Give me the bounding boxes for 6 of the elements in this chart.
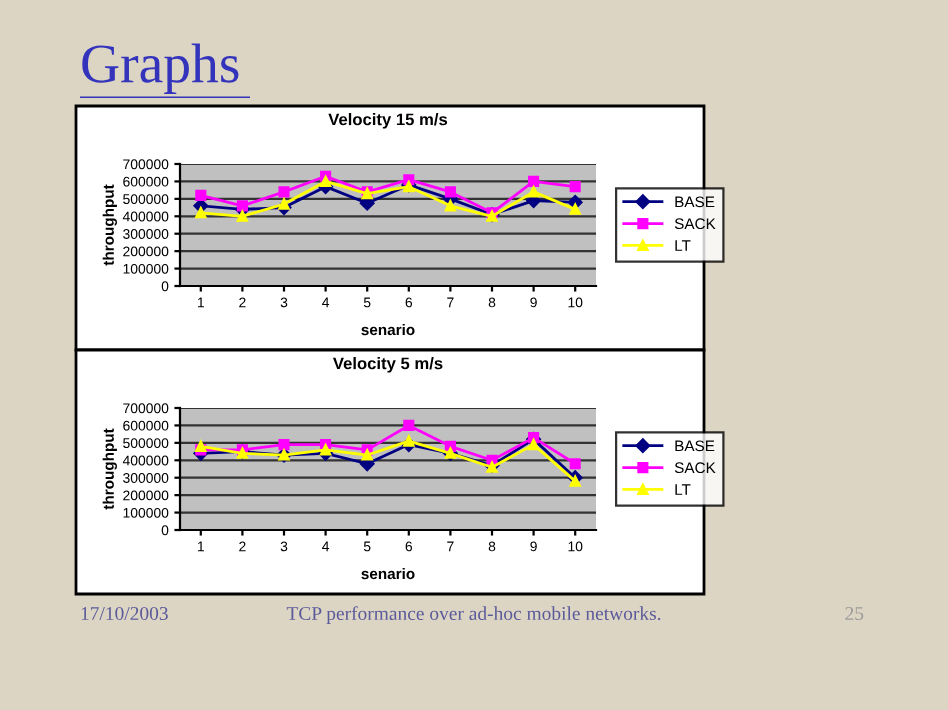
text: TCP performance over ad-hoc mobile networks. bbox=[286, 606, 661, 624]
text: Graphs bbox=[82, 43, 239, 94]
chart-title: Velocity 15 m/s bbox=[328, 113, 448, 129]
text: 17/10/2003 bbox=[81, 606, 168, 621]
chart-title: Velocity 5 m/s bbox=[332, 357, 443, 373]
text: 25 bbox=[845, 606, 864, 621]
